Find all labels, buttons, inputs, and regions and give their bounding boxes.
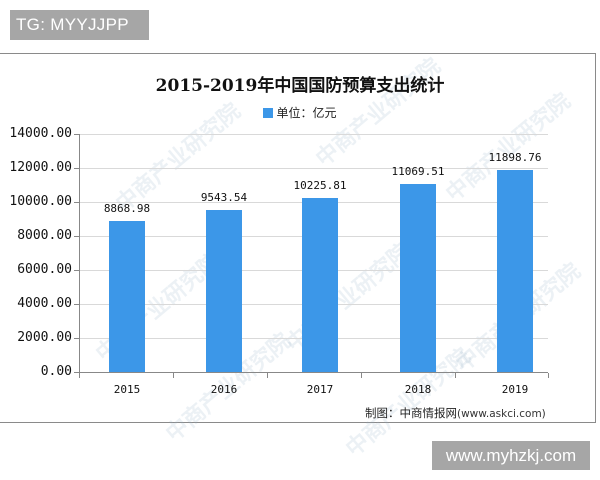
source-url: (www.askci.com) xyxy=(457,408,546,420)
y-tick-label: 0.00 xyxy=(40,364,72,379)
y-tick-label: 4000.00 xyxy=(17,296,72,311)
x-tick-mark xyxy=(548,373,549,378)
y-tick-label: 10000.00 xyxy=(9,194,72,209)
bar-2019 xyxy=(497,170,533,372)
value-label-2016: 9543.54 xyxy=(200,191,248,204)
gridline xyxy=(80,168,548,169)
y-tick-mark xyxy=(74,236,79,237)
y-tick-mark xyxy=(74,168,79,169)
y-axis xyxy=(79,134,80,373)
bar-2016 xyxy=(206,210,242,372)
y-tick-label: 12000.00 xyxy=(9,160,72,175)
y-tick-mark xyxy=(74,134,79,135)
y-tick-label: 6000.00 xyxy=(17,262,72,277)
chart-legend: 单位：亿元 xyxy=(0,104,600,121)
value-label-2015: 8868.98 xyxy=(103,202,151,215)
y-tick-mark xyxy=(74,338,79,339)
bar-2018 xyxy=(400,184,436,372)
x-tick-mark xyxy=(79,373,80,378)
value-label-2019: 11898.76 xyxy=(488,151,542,164)
chart-frame xyxy=(0,53,596,423)
x-tick-label: 2015 xyxy=(113,383,141,396)
bar-2017 xyxy=(302,198,338,372)
x-tick-label: 2019 xyxy=(501,383,529,396)
x-tick-mark xyxy=(173,373,174,378)
x-tick-label: 2017 xyxy=(306,383,334,396)
y-tick-label: 14000.00 xyxy=(9,126,72,141)
x-tick-label: 2018 xyxy=(404,383,432,396)
source-label: 制图：中商情报网 xyxy=(365,406,457,420)
x-tick-label: 2016 xyxy=(210,383,238,396)
x-tick-mark xyxy=(361,373,362,378)
y-tick-mark xyxy=(74,372,79,373)
y-tick-label: 2000.00 xyxy=(17,330,72,345)
bottom-site-overlay: www.myhzkj.com xyxy=(432,441,590,470)
bar-2015 xyxy=(109,221,145,372)
y-tick-mark xyxy=(74,304,79,305)
x-tick-mark xyxy=(455,373,456,378)
y-tick-mark xyxy=(74,270,79,271)
y-tick-mark xyxy=(74,202,79,203)
value-label-2017: 10225.81 xyxy=(293,179,347,192)
legend-label: 单位：亿元 xyxy=(276,106,337,120)
top-tag-overlay: TG: MYYJJPP xyxy=(10,10,149,40)
chart-source: 制图：中商情报网(www.askci.com) xyxy=(365,405,546,421)
value-label-2018: 11069.51 xyxy=(391,165,445,178)
chart-title: 2015-2019年中国国防预算支出统计 xyxy=(155,76,445,96)
y-tick-label: 8000.00 xyxy=(17,228,72,243)
x-tick-mark xyxy=(267,373,268,378)
x-axis xyxy=(79,372,548,373)
gridline xyxy=(80,134,548,135)
legend-swatch xyxy=(263,108,274,118)
